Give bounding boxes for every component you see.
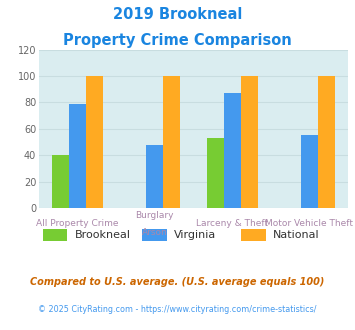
Bar: [146, 145, 163, 208]
Text: All Property Crime: All Property Crime: [37, 219, 119, 228]
Bar: [241, 76, 258, 208]
Bar: [86, 76, 103, 208]
Text: 2019 Brookneal: 2019 Brookneal: [113, 7, 242, 21]
Text: Larceny & Theft: Larceny & Theft: [196, 219, 268, 228]
Text: Arson: Arson: [142, 228, 168, 237]
Bar: [207, 138, 224, 208]
Bar: [52, 155, 69, 208]
Bar: [301, 135, 318, 208]
Text: Compared to U.S. average. (U.S. average equals 100): Compared to U.S. average. (U.S. average …: [30, 277, 325, 287]
Text: Virginia: Virginia: [174, 230, 216, 240]
Bar: [69, 104, 86, 208]
Text: © 2025 CityRating.com - https://www.cityrating.com/crime-statistics/: © 2025 CityRating.com - https://www.city…: [38, 305, 317, 314]
Text: Burglary: Burglary: [136, 211, 174, 220]
Text: National: National: [273, 230, 320, 240]
Bar: [224, 93, 241, 208]
Text: Brookneal: Brookneal: [75, 230, 131, 240]
Text: Property Crime Comparison: Property Crime Comparison: [63, 33, 292, 48]
Text: Motor Vehicle Theft: Motor Vehicle Theft: [265, 219, 353, 228]
Bar: [318, 76, 335, 208]
Bar: [163, 76, 180, 208]
